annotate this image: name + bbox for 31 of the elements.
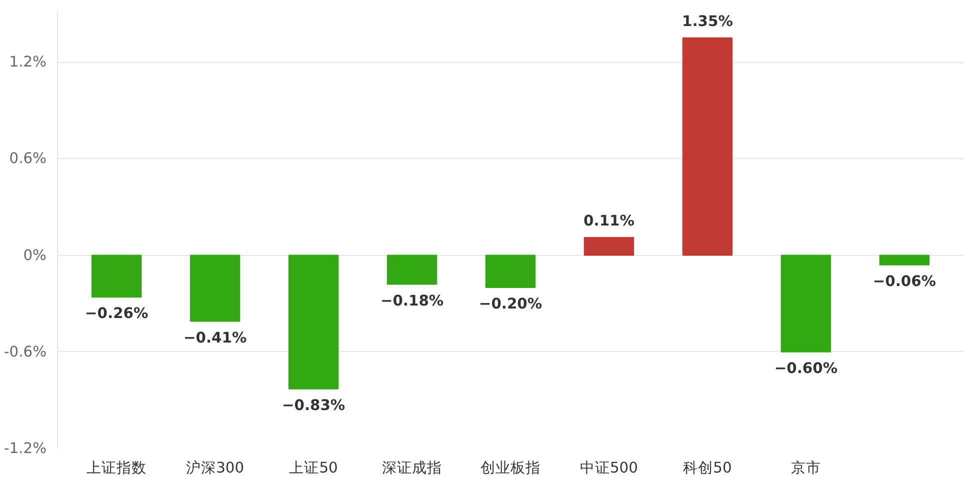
y-tick-label: 1.2% (9, 54, 47, 71)
x-tick-label: 上证50 (289, 460, 338, 476)
data-label: −0.60% (774, 360, 838, 377)
data-label: −0.20% (478, 295, 542, 312)
x-tick-label: 科创50 (683, 460, 732, 476)
bar (485, 254, 536, 288)
x-tick-label: 京市 (790, 460, 821, 476)
x-tick-label: 创业板指 (480, 460, 540, 476)
bar (288, 254, 339, 390)
data-label: −0.06% (872, 272, 936, 290)
x-tick-label: 深证成指 (382, 460, 442, 476)
y-tick-label: 0% (23, 246, 47, 264)
bar (190, 254, 240, 322)
data-label: −0.83% (282, 396, 346, 414)
bar (584, 237, 634, 256)
data-label: 1.35% (682, 12, 734, 30)
data-label: 0.11% (584, 212, 635, 230)
x-tick-label: 上证指数 (86, 460, 147, 476)
y-tick-label: -1.2% (4, 440, 47, 457)
bar (780, 254, 832, 352)
y-tick-label: -0.6% (4, 343, 47, 360)
y-tick-label: 0.6% (9, 150, 47, 168)
data-label: −0.41% (184, 329, 247, 346)
bar (879, 254, 930, 266)
data-label: −0.18% (380, 292, 444, 310)
data-label: −0.26% (85, 305, 148, 322)
x-tick-label: 中证500 (580, 460, 638, 476)
bar (682, 37, 733, 256)
bar (91, 254, 142, 298)
x-tick-label: 沪深300 (186, 460, 244, 476)
bar (386, 254, 438, 285)
